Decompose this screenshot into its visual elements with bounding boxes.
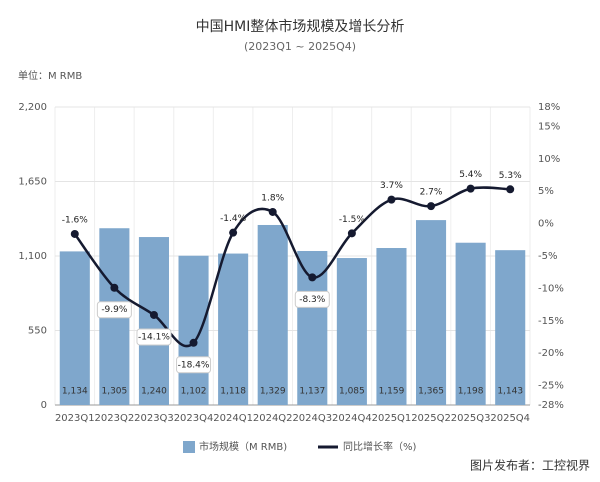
legend-label: 同比增长率（%) <box>343 440 417 453</box>
line-point <box>466 184 475 193</box>
line-label: -1.6% <box>62 215 89 225</box>
y-tick-label: 2,200 <box>18 102 47 113</box>
x-tick-label: 2024Q2 <box>253 413 293 424</box>
unit-label: 单位：M RMB <box>18 69 82 82</box>
bar-label: 1,137 <box>299 387 325 397</box>
bar <box>336 258 367 405</box>
x-tick-label: 2024Q4 <box>332 413 372 424</box>
y-tick-label: 550 <box>28 326 47 337</box>
y2-tick-label: 10% <box>538 154 560 165</box>
line-point <box>189 338 198 347</box>
line-label: -9.9% <box>101 305 128 315</box>
bar-label: 1,198 <box>458 387 484 397</box>
y2-tick-label: -15% <box>538 316 564 327</box>
label-box <box>136 328 172 346</box>
line-label: 5.4% <box>459 170 482 180</box>
x-tick-label: 2023Q2 <box>95 413 135 424</box>
chart-title: 中国HMI整体市场规模及增长分析 <box>196 18 405 35</box>
legend-label: 市场规模（M RMB) <box>199 440 287 453</box>
legend-swatch <box>183 441 195 453</box>
bar-label: 1,240 <box>141 387 167 397</box>
bar <box>495 250 526 405</box>
x-tick-label: 2025Q1 <box>372 413 412 424</box>
bar-label: 1,159 <box>379 387 405 397</box>
y2-tick-label: -10% <box>538 283 564 294</box>
line-point <box>308 273 317 282</box>
bar <box>218 253 249 405</box>
bar <box>59 251 90 405</box>
x-tick-label: 2024Q3 <box>292 413 332 424</box>
x-tick-label: 2024Q1 <box>213 413 253 424</box>
line-label: -1.4% <box>220 214 247 224</box>
x-tick-label: 2025Q4 <box>490 413 530 424</box>
x-tick-label: 2025Q3 <box>451 413 491 424</box>
line-point <box>268 207 277 216</box>
bar <box>178 255 209 405</box>
line-label: 5.3% <box>499 171 522 181</box>
label-box <box>176 356 212 374</box>
chart-subtitle: (2023Q1 ~ 2025Q4) <box>244 40 356 53</box>
label-box <box>96 301 132 319</box>
bar-label: 1,305 <box>101 387 127 397</box>
bar-label: 1,329 <box>260 387 286 397</box>
line-label: 1.8% <box>261 193 284 203</box>
bar-label: 1,143 <box>497 387 523 397</box>
line-point <box>427 202 436 211</box>
bar <box>257 224 288 405</box>
bar-label: 1,118 <box>220 387 246 397</box>
source: 图片发布者：工控视界 <box>470 458 590 473</box>
bar <box>138 237 169 405</box>
bar-label: 1,102 <box>181 387 207 397</box>
line-label: -14.1% <box>138 332 170 342</box>
bar-label: 1,365 <box>418 387 444 397</box>
bar <box>455 242 486 405</box>
bar <box>376 248 407 405</box>
y-tick-label: 0 <box>41 400 47 411</box>
line-point <box>110 283 119 292</box>
line-point <box>229 228 238 237</box>
line-label: -1.5% <box>339 215 366 225</box>
bar-label: 1,085 <box>339 387 365 397</box>
line-label: 2.7% <box>420 188 443 198</box>
line-label: -18.4% <box>178 360 210 370</box>
line-label: -8.3% <box>299 295 326 305</box>
x-tick-label: 2023Q4 <box>174 413 214 424</box>
y2-tick-label: -25% <box>538 381 564 392</box>
y2-tick-label: 15% <box>538 121 560 132</box>
bar-label: 1,134 <box>62 387 88 397</box>
y-tick-label: 1,100 <box>18 251 47 262</box>
y2-tick-label: -28% <box>538 400 564 411</box>
x-tick-label: 2023Q1 <box>55 413 95 424</box>
y-tick-label: 1,650 <box>18 177 47 188</box>
y2-tick-label: 0% <box>538 219 554 230</box>
line-label: 3.7% <box>380 181 403 191</box>
line-point <box>347 229 356 238</box>
line-point <box>387 195 396 204</box>
line-point <box>506 185 515 194</box>
bar <box>416 220 447 405</box>
line-point <box>149 310 158 319</box>
line-point <box>70 229 79 238</box>
y2-tick-label: 18% <box>538 102 560 113</box>
y2-tick-label: -5% <box>538 251 557 262</box>
y2-tick-label: 5% <box>538 186 554 197</box>
y2-tick-label: -20% <box>538 348 564 359</box>
x-tick-label: 2025Q2 <box>411 413 451 424</box>
x-tick-label: 2023Q3 <box>134 413 174 424</box>
label-box <box>294 290 330 308</box>
